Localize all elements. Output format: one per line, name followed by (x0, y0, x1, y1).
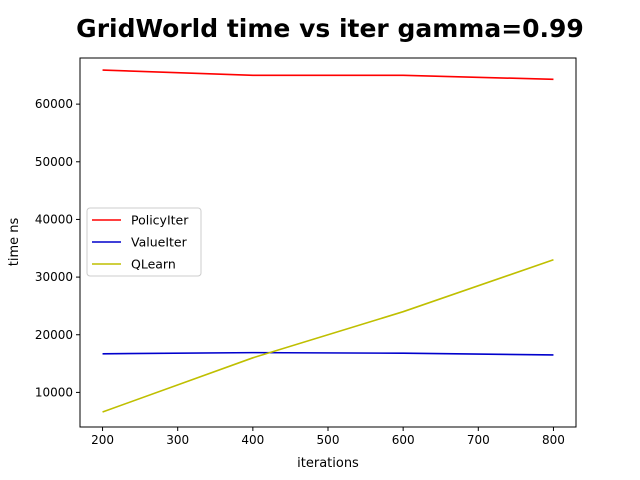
x-tick-label: 400 (241, 433, 264, 447)
y-tick-label: 20000 (35, 328, 73, 342)
y-tick-label: 10000 (35, 385, 73, 399)
y-tick-label: 50000 (35, 155, 73, 169)
chart-title: GridWorld time vs iter gamma=0.99 (76, 14, 584, 43)
x-tick-label: 600 (392, 433, 415, 447)
x-tick-label: 700 (467, 433, 490, 447)
series-line-valueiter (102, 351, 554, 356)
legend: PolicyIter ValueIter QLearn (86, 207, 202, 277)
legend-label-policyiter: PolicyIter (131, 213, 189, 228)
y-axis: 10000 20000 30000 40000 50000 60000 (35, 97, 80, 399)
x-tick-label: 800 (542, 433, 565, 447)
y-axis-label: time ns (7, 218, 22, 267)
x-axis: 200 300 400 500 600 700 800 (91, 427, 565, 447)
legend-frame (86, 207, 202, 277)
series-line-policyiter (102, 69, 554, 81)
y-tick-label: 60000 (35, 97, 73, 111)
x-axis-label: iterations (297, 456, 359, 471)
legend-label-valueiter: ValueIter (131, 235, 188, 250)
series-lines (102, 69, 554, 413)
x-tick-label: 500 (317, 433, 340, 447)
x-tick-label: 200 (91, 433, 114, 447)
x-tick-label: 300 (166, 433, 189, 447)
series-line-qlearn (102, 259, 554, 413)
y-tick-label: 40000 (35, 212, 73, 226)
y-tick-label: 30000 (35, 270, 73, 284)
legend-label-qlearn: QLearn (131, 257, 176, 272)
